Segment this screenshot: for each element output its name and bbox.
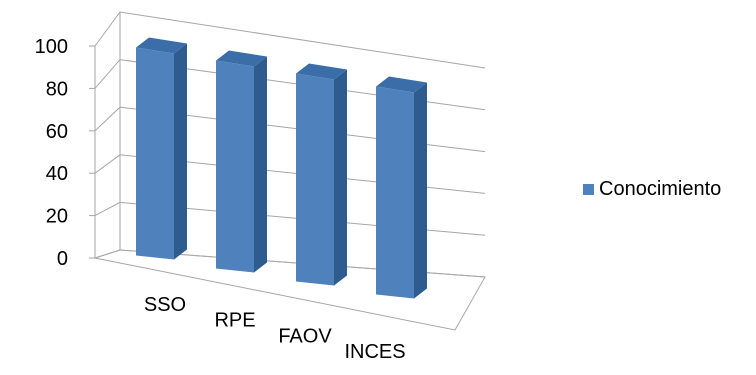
bar-side bbox=[254, 56, 267, 273]
bar-top bbox=[296, 63, 347, 80]
y-tick-label: 0 bbox=[57, 248, 68, 270]
bar-top bbox=[136, 37, 187, 54]
chart-grid bbox=[89, 11, 486, 331]
bar-top bbox=[216, 50, 267, 67]
bar bbox=[216, 50, 267, 273]
x-category-label: SSO bbox=[144, 294, 186, 316]
bar-side bbox=[414, 82, 427, 299]
y-tick-label: 80 bbox=[46, 78, 68, 100]
legend-label: Conocimiento bbox=[599, 178, 722, 200]
bar bbox=[296, 63, 347, 286]
x-category-label: FAOV bbox=[278, 325, 332, 347]
y-tick-label: 20 bbox=[46, 206, 68, 228]
y-axis-ticks: 0 20 40 60 80 100 bbox=[35, 36, 68, 270]
y-tick-label: 100 bbox=[35, 36, 68, 58]
bar-front bbox=[216, 60, 254, 273]
x-category-label: INCES bbox=[344, 341, 405, 363]
bar bbox=[136, 37, 187, 260]
bar-side bbox=[174, 43, 187, 260]
x-axis-categories: SSO RPE FAOV INCES bbox=[144, 294, 406, 363]
bar-front bbox=[136, 47, 174, 260]
legend: Conocimiento bbox=[583, 178, 721, 201]
bars bbox=[136, 37, 427, 299]
legend-swatch bbox=[583, 184, 594, 195]
bar-side bbox=[334, 69, 347, 286]
bar bbox=[376, 76, 427, 299]
x-category-label: RPE bbox=[214, 310, 255, 332]
y-tick-label: 40 bbox=[46, 163, 68, 185]
y-tick-label: 60 bbox=[46, 121, 68, 143]
bar-front bbox=[296, 73, 334, 286]
bar-front bbox=[376, 86, 414, 299]
bar-top bbox=[376, 76, 427, 93]
chart-floor bbox=[93, 249, 486, 331]
